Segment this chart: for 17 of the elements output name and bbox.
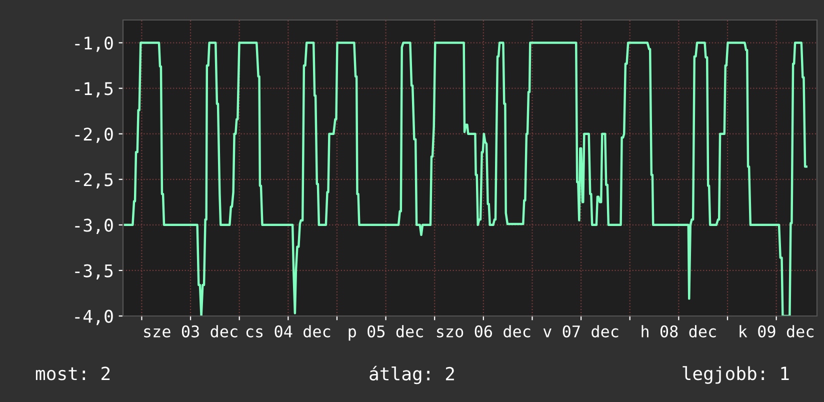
x-tick-label: cs 04 dec (246, 325, 330, 338)
y-tick-label: -2,0 (75, 128, 113, 143)
x-tick-label: h 08 dec (642, 325, 716, 338)
text: átlag: 2 (370, 366, 454, 384)
x-tick-label: k 09 dec (740, 325, 814, 338)
y-tick-label: -2,5 (75, 173, 113, 188)
text: legjobb: 1 (682, 366, 789, 384)
x-tick-label: v 07 dec (543, 325, 618, 338)
y-tick-label: -4,0 (75, 310, 113, 326)
x-tick-label: szo 06 dec (437, 325, 530, 338)
y-tick-label: -1,0 (75, 36, 113, 52)
x-tick-label: sze 03 dec (144, 325, 238, 338)
x-tick-label: p 05 dec (348, 325, 423, 341)
text: most: 2 (36, 366, 110, 380)
y-tick-label: -1,5 (75, 82, 113, 98)
y-tick-label: -3,5 (75, 264, 113, 280)
y-tick-label: -3,0 (75, 218, 113, 234)
